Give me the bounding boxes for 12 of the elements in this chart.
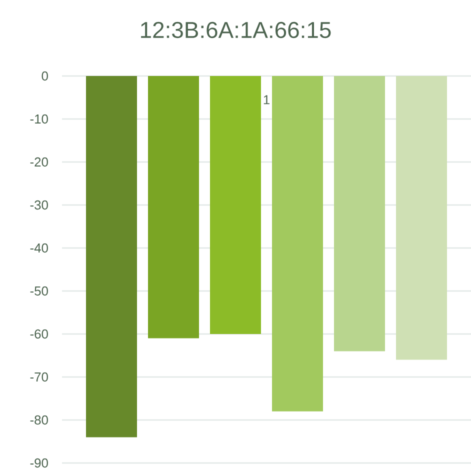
chart-title: 12:3B:6A:1A:66:15 — [141, 22, 331, 38]
y-tick-label: -90 — [30, 458, 48, 468]
y-tick-label: -10 — [30, 114, 48, 124]
y-tick-label: -50 — [30, 286, 48, 296]
y-tick-label: -40 — [30, 243, 48, 253]
y-tick-label: -60 — [30, 329, 48, 339]
y-tick-label: 0 — [42, 71, 48, 81]
y-tick-label: -70 — [30, 372, 48, 382]
x-tick-label: 1 — [264, 95, 270, 104]
y-tick-label: -20 — [30, 157, 48, 167]
y-tick-label: -30 — [30, 200, 48, 210]
y-tick-label: -80 — [30, 415, 48, 425]
